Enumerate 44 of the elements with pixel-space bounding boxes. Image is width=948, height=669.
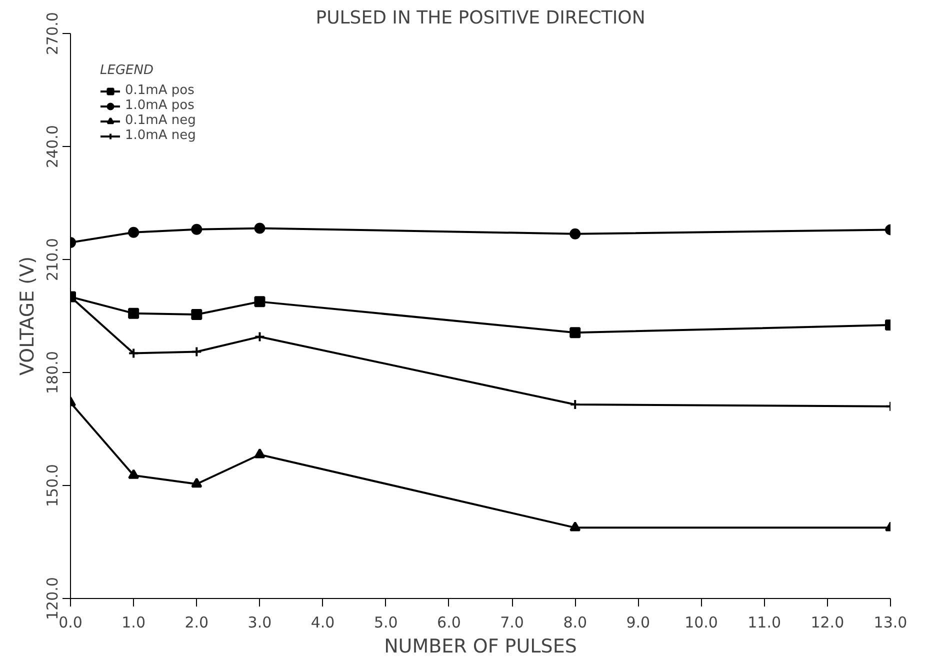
legend-label: 1.0mA pos	[125, 98, 194, 113]
legend-label: 0.1mA neg	[125, 113, 196, 128]
point	[570, 521, 581, 532]
x-tick-label: 5.0	[374, 614, 398, 632]
point	[570, 399, 581, 410]
legend-label: 1.0mA neg	[125, 128, 196, 143]
x-tick-label: 0.0	[58, 614, 82, 632]
x-tick-label: 10.0	[684, 614, 718, 632]
x-tick-label: 8.0	[563, 614, 588, 632]
point	[191, 224, 202, 235]
point	[254, 222, 266, 234]
x-tick-label: 13.0	[874, 614, 908, 632]
point	[191, 346, 202, 358]
point	[254, 331, 266, 342]
x-tick-label: 12.0	[810, 614, 844, 632]
x-tick-label: 6.0	[437, 614, 461, 632]
point	[254, 296, 266, 308]
point	[128, 308, 140, 319]
point	[128, 348, 140, 359]
y-tick-label: 120.0	[44, 577, 62, 620]
x-tick-label: 7.0	[500, 614, 524, 632]
x-tick-label: 3.0	[248, 614, 272, 632]
x-tick-label: 2.0	[184, 614, 209, 632]
y-tick-label: 210.0	[44, 238, 62, 281]
y-tick-label: 150.0	[44, 464, 62, 507]
y-tick-label: 180.0	[44, 351, 62, 394]
chart-title: PULSED IN THE POSITIVE DIRECTION	[316, 8, 646, 28]
y-axis-title: VOLTAGE (V)	[16, 256, 38, 376]
y-tick-label: 240.0	[44, 125, 62, 168]
point	[191, 478, 202, 488]
point	[128, 226, 140, 238]
legend-label: 0.1mA pos	[125, 83, 194, 98]
point	[570, 327, 581, 338]
x-axis-title: NUMBER OF PULSES	[384, 636, 577, 658]
x-tick-label: 11.0	[748, 614, 782, 632]
legend-title: LEGEND	[100, 63, 154, 78]
point	[191, 308, 202, 320]
y-tick-label: 270.0	[44, 12, 62, 55]
x-tick-label: 9.0	[626, 614, 650, 632]
x-tick-label: 4.0	[310, 614, 335, 632]
point	[128, 469, 140, 479]
point	[254, 448, 266, 458]
x-tick-label: 1.0	[122, 614, 146, 632]
point	[570, 228, 581, 240]
